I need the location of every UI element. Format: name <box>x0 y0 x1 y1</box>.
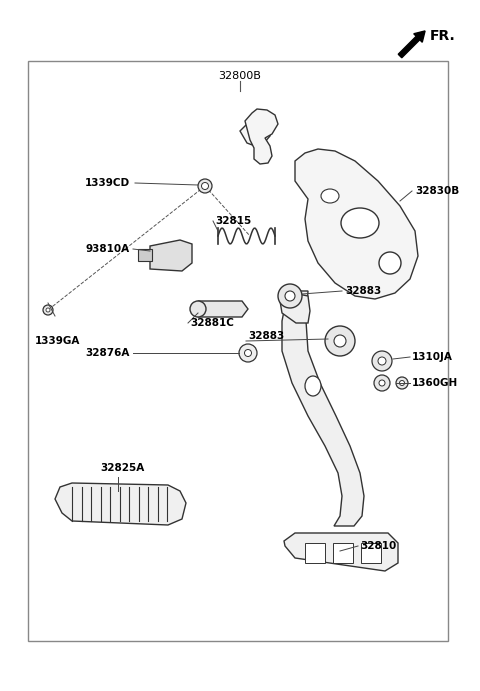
Text: 1339GA: 1339GA <box>35 336 80 346</box>
Bar <box>361 543 381 563</box>
Text: 32883: 32883 <box>345 286 381 296</box>
Ellipse shape <box>341 208 379 238</box>
Ellipse shape <box>378 357 386 365</box>
Polygon shape <box>55 483 186 525</box>
Text: 32815: 32815 <box>215 216 251 226</box>
Polygon shape <box>280 293 310 323</box>
Text: 32830B: 32830B <box>415 186 459 196</box>
Ellipse shape <box>43 305 53 315</box>
Ellipse shape <box>190 301 206 317</box>
Polygon shape <box>295 149 418 299</box>
Text: 32876A: 32876A <box>85 348 130 358</box>
Text: 1339CD: 1339CD <box>85 178 130 188</box>
Text: 1360GH: 1360GH <box>412 378 458 388</box>
Polygon shape <box>245 109 278 164</box>
Bar <box>305 543 325 563</box>
Ellipse shape <box>202 182 208 189</box>
Polygon shape <box>282 291 364 526</box>
Bar <box>28 61 448 641</box>
Ellipse shape <box>278 284 302 308</box>
Ellipse shape <box>372 351 392 371</box>
Text: 32800B: 32800B <box>218 71 262 81</box>
Ellipse shape <box>399 381 405 386</box>
Ellipse shape <box>379 252 401 274</box>
Ellipse shape <box>198 179 212 193</box>
Text: 1310JA: 1310JA <box>412 352 453 362</box>
Ellipse shape <box>374 375 390 391</box>
Ellipse shape <box>379 380 385 386</box>
Ellipse shape <box>396 377 408 389</box>
Ellipse shape <box>244 350 252 357</box>
Bar <box>333 543 353 563</box>
Text: 32825A: 32825A <box>100 463 144 473</box>
Ellipse shape <box>321 189 339 203</box>
Polygon shape <box>150 240 192 271</box>
Ellipse shape <box>239 344 257 362</box>
Ellipse shape <box>285 291 295 301</box>
FancyArrow shape <box>398 31 425 58</box>
Polygon shape <box>198 301 248 317</box>
Text: 93810A: 93810A <box>86 244 130 254</box>
Ellipse shape <box>334 335 346 347</box>
Text: FR.: FR. <box>430 29 456 43</box>
Text: 32883: 32883 <box>248 331 284 341</box>
Bar <box>138 249 152 261</box>
Text: 32881C: 32881C <box>190 318 234 328</box>
Polygon shape <box>284 533 398 571</box>
Ellipse shape <box>325 326 355 356</box>
Text: 32810: 32810 <box>360 541 396 551</box>
Polygon shape <box>240 116 272 146</box>
Ellipse shape <box>46 308 50 312</box>
Ellipse shape <box>305 376 321 396</box>
